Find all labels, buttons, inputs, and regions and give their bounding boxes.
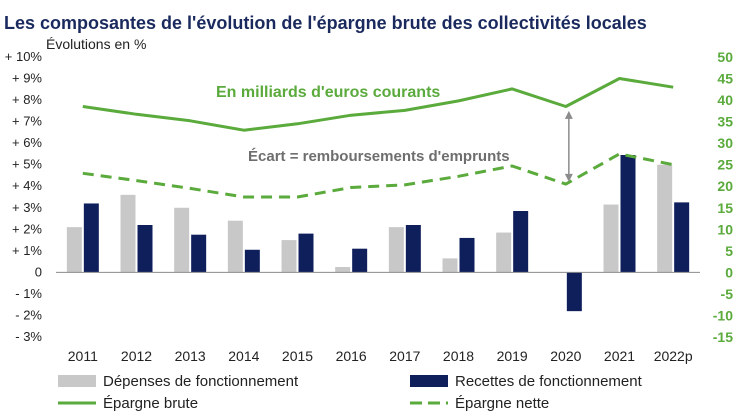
legend-label: Épargne brute [103,395,198,412]
right-axis-tick-label: -15 [713,329,733,345]
left-axis-tick-label: + 8% [12,92,42,107]
left-axis-tick-label: + 2% [12,221,42,236]
epargne-nette-line [82,152,674,199]
bar-depenses-2021 [603,204,619,273]
left-axis-tick-label: + 9% [12,71,42,86]
right-axis-tick-label: -5 [721,286,734,302]
annotation-unit-note: En milliards d'euros courants [216,84,440,101]
left-axis-tick-label: + 7% [12,114,42,129]
left-axis-tick-label: + 3% [12,200,42,215]
legend-label: Dépenses de fonctionnement [103,373,299,390]
bar-depenses-2013 [174,207,190,273]
legend-label: Épargne nette [455,395,549,412]
bar-recettes-2011 [83,203,99,273]
bar-depenses-2018 [442,258,458,273]
chart-title: Les composantes de l'évolution de l'épar… [4,13,647,33]
bar-depenses-2015 [281,240,297,273]
right-axis-tick-label: 35 [717,114,733,130]
left-axis-tick-label: + 5% [12,157,42,172]
right-axis-tick-label: 20 [717,178,733,194]
right-axis-tick-label: 50 [717,49,733,65]
legend-swatch-recettes [410,375,448,387]
right-axis-tick-label: 40 [717,92,733,108]
left-axis-tick-label: - 1% [15,286,42,301]
annotation-gap-note: Écart = remboursements d'emprunts [248,148,510,165]
bar-depenses-2017 [388,227,404,273]
legend: Dépenses de fonctionnement Recettes de fo… [58,373,643,412]
right-axis-tick-label: 45 [717,71,733,87]
bar-depenses-2016 [335,267,351,273]
x-axis-tick-label: 2012 [121,348,152,364]
left-axis-tick-label: + 10% [5,49,43,64]
right-axis-tick-label: 5 [725,243,733,259]
x-axis-tick-label: 2022p [654,348,693,364]
right-axis-tick-label: 10 [717,221,733,237]
bar-recettes-2019 [513,211,529,273]
left-axis-tick-label: 0 [35,264,42,279]
legend-label: Recettes de fonctionnement [455,373,643,390]
x-axis-tick-label: 2018 [443,348,474,364]
x-axis-tick-label: 2015 [282,348,313,364]
bar-recettes-2017 [405,225,421,273]
bar-depenses-2014 [227,220,243,273]
bar-depenses-2022p [657,164,673,273]
x-axis-tick-label: 2011 [68,348,98,364]
x-axis-tick-label: 2017 [389,348,420,364]
bar-recettes-2013 [191,234,207,273]
x-axis-tick-label: 2021 [604,348,635,364]
right-axis-tick-label: 25 [717,157,733,173]
left-axis-tick-label: + 4% [12,178,42,193]
bar-recettes-2012 [137,225,153,273]
epargne-brute-line [82,77,674,132]
bar-recettes-2015 [298,233,314,273]
x-axis-tick-label: 2016 [336,348,367,364]
legend-swatch-depenses [58,375,96,387]
bar-recettes-2014 [244,249,260,273]
x-axis-tick-label: 2020 [550,348,581,364]
x-axis-tick-label: 2014 [228,348,259,364]
bar-depenses-2019 [496,232,512,273]
left-axis-tick-label: - 3% [15,329,42,344]
bar-recettes-2022p [674,202,690,273]
right-axis-tick-label: -10 [713,307,733,323]
gap-double-arrow [564,110,573,182]
left-axis-tick-label: + 6% [12,135,42,150]
bar-recettes-2016 [352,248,368,273]
x-axis-tick-label: 2019 [497,348,528,364]
right-axis-tick-label: 0 [725,264,733,280]
right-axis-tick-label: 15 [717,200,733,216]
bar-depenses-2011 [66,227,82,273]
bar-depenses-2012 [120,194,136,273]
left-axis-unit-label: Évolutions en % [46,36,146,52]
right-axis-tick-label: 30 [717,135,733,151]
bar-recettes-2020 [566,272,582,312]
bar-recettes-2021 [620,155,636,273]
plot-area: - 3% - 2% - 1% 0 + 1% + 2% + 3% + 4% + 5% + 6% + 7… [5,49,733,364]
x-axis-tick-label: 2013 [175,348,206,364]
left-axis-tick-label: + 1% [12,243,42,258]
left-axis-tick-label: - 2% [15,307,42,322]
bar-recettes-2018 [459,237,475,273]
